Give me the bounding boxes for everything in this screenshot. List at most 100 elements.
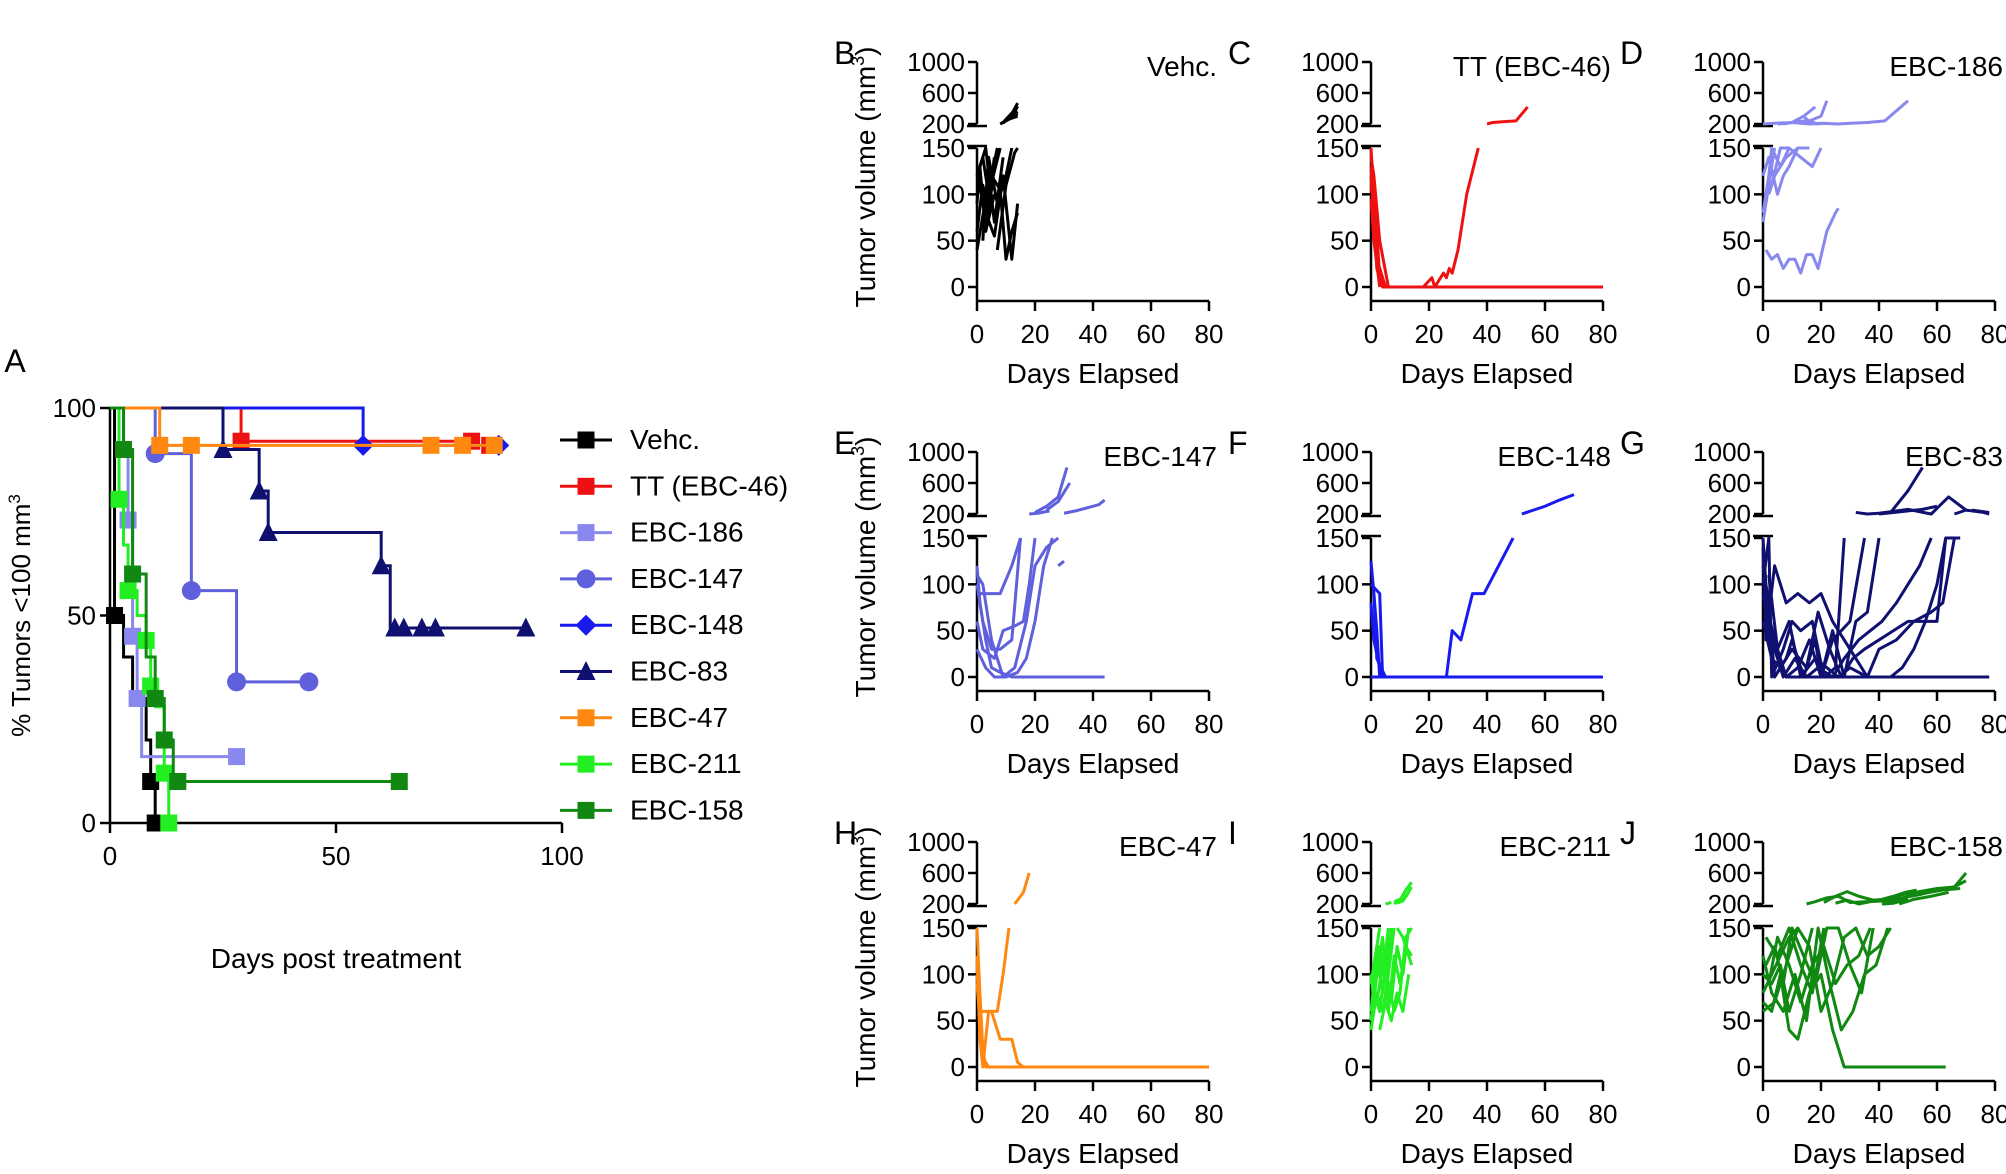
x-tick-label: 60 — [1531, 1099, 1560, 1129]
tumor-trace — [995, 147, 1019, 251]
y-tick-label: 600 — [1316, 78, 1359, 108]
y-tick-label: 50 — [1722, 616, 1751, 646]
y-tick-label: 150 — [1316, 133, 1359, 163]
x-axis-label: Days Elapsed — [1007, 748, 1180, 779]
y-tick-label: 600 — [1708, 468, 1751, 498]
tumor-trace — [1378, 974, 1411, 1031]
x-tick-label: 20 — [1415, 319, 1444, 349]
panel-title-h: EBC-47 — [1119, 831, 1217, 862]
panel-label-f: F — [1228, 425, 1248, 461]
tumor-trace — [1029, 509, 1050, 516]
x-tick-label: 20 — [1807, 709, 1836, 739]
legend-label: EBC-186 — [630, 517, 744, 548]
x-tick-label: 20 — [1415, 709, 1444, 739]
y-tick-label: 1000 — [907, 47, 965, 77]
tumor-trace — [1761, 147, 1800, 196]
y-tick-label: 0 — [1737, 662, 1751, 692]
legend-label: EBC-83 — [630, 656, 728, 687]
panel-title-i: EBC-211 — [1499, 831, 1611, 862]
x-tick-label: 80 — [1589, 319, 1618, 349]
series-ebc-147: EBC-147 — [110, 406, 744, 692]
x-tick-label: 40 — [1473, 709, 1502, 739]
y-tick-label: 150 — [1708, 913, 1751, 943]
legend-label: EBC-158 — [630, 794, 744, 825]
x-tick-label: 80 — [1981, 709, 2006, 739]
legend-label: EBC-148 — [630, 609, 744, 640]
tumor-trace — [1878, 504, 1938, 516]
censor-marker — [228, 748, 246, 766]
y-tick-label: 50 — [1722, 226, 1751, 256]
censor-marker — [181, 581, 201, 601]
tumor-trace — [1371, 537, 1515, 679]
y-tick-label: 1000 — [1301, 47, 1359, 77]
x-axis-label: Days Elapsed — [1793, 748, 1966, 779]
tumor-trace — [1385, 901, 1392, 906]
tumor-trace — [1889, 466, 1924, 514]
x-tick-label: 0 — [1364, 1099, 1378, 1129]
tumor-trace — [1761, 926, 1890, 1032]
tumor-trace — [1762, 926, 1892, 1013]
y-tick-label: 100 — [1316, 179, 1359, 209]
x-axis-label: Days Elapsed — [1007, 1138, 1180, 1169]
x-tick-label-a: 100 — [540, 841, 583, 871]
censor-marker — [155, 731, 173, 749]
y-tick-label: 150 — [922, 913, 965, 943]
censor-marker — [128, 690, 146, 707]
tumor-trace — [975, 983, 990, 1068]
legend-marker — [577, 524, 595, 542]
tumor-trace — [1953, 508, 1967, 516]
x-tick-label: 60 — [1137, 709, 1166, 739]
x-axis-label: Days Elapsed — [1007, 358, 1180, 389]
x-tick-label: 60 — [1923, 1099, 1952, 1129]
y-tick-label: 0 — [951, 272, 965, 302]
tumor-trace — [990, 175, 1020, 261]
x-tick-label: 20 — [1021, 1099, 1050, 1129]
y-tick-label: 0 — [1345, 662, 1359, 692]
y-tick-label: 0 — [1345, 272, 1359, 302]
panel-title-b: Vehc. — [1147, 51, 1217, 82]
x-tick-label: 80 — [1589, 709, 1618, 739]
tumor-trace — [1764, 537, 1866, 679]
legend-marker — [577, 755, 595, 773]
tumor-trace — [1764, 207, 1840, 275]
y-tick-label: 50 — [1330, 616, 1359, 646]
tumor-trace — [1855, 495, 1990, 516]
panel-label-a: A — [4, 343, 26, 379]
x-axis-label: Days Elapsed — [1401, 748, 1574, 779]
series-ebc-186: EBC-186 — [110, 406, 744, 766]
tumor-trace — [1971, 508, 1990, 514]
x-tick-label: 60 — [1137, 319, 1166, 349]
legend-label: EBC-47 — [630, 702, 728, 733]
censor-marker — [425, 617, 445, 637]
y-tick-label: 600 — [922, 858, 965, 888]
y-tick-label: 100 — [922, 179, 965, 209]
panel-title-f: EBC-148 — [1497, 441, 1611, 472]
censor-marker — [155, 764, 173, 782]
y-tick-label: 200 — [922, 109, 965, 139]
x-axis-label: Days Elapsed — [1401, 1138, 1574, 1169]
x-tick-label-a: 50 — [322, 841, 351, 871]
y-tick-label: 200 — [1316, 109, 1359, 139]
tumor-trace — [1013, 872, 1031, 905]
censor-marker — [106, 607, 124, 624]
censor-marker — [110, 490, 128, 508]
tumor-trace — [1369, 157, 1390, 288]
x-tick-label: 80 — [1195, 709, 1224, 739]
x-tick-label: 40 — [1079, 709, 1108, 739]
y-tick-label: 600 — [922, 78, 965, 108]
y-tick-label: 1000 — [1301, 437, 1359, 467]
censor-marker — [249, 480, 269, 500]
tumor-trace — [975, 927, 1209, 1069]
tumor-trace — [984, 174, 1020, 261]
y-tick-label: 50 — [936, 226, 965, 256]
x-tick-label: 0 — [1756, 1099, 1770, 1129]
x-tick-label: 60 — [1137, 1099, 1166, 1129]
tumor-trace — [1764, 926, 1826, 995]
tumor-trace — [1393, 895, 1407, 904]
